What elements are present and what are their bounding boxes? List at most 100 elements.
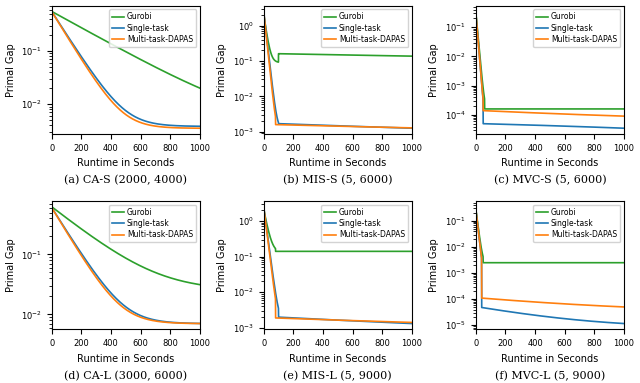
Single-task	[48, 205, 56, 210]
Gurobi	[260, 205, 268, 209]
Multi-task-DAPAS	[479, 296, 487, 301]
X-axis label: Runtime in Seconds: Runtime in Seconds	[501, 158, 598, 169]
Legend: Gurobi, Single-task, Multi-task-DAPAS: Gurobi, Single-task, Multi-task-DAPAS	[533, 205, 620, 242]
Gurobi	[540, 106, 548, 111]
Gurobi	[589, 260, 596, 265]
Gurobi	[191, 282, 199, 286]
Multi-task-DAPAS	[116, 107, 124, 112]
Single-task	[120, 107, 127, 111]
Text: (a) CA-S (2000, 4000): (a) CA-S (2000, 4000)	[64, 175, 188, 185]
Line: Single-task: Single-task	[476, 207, 624, 324]
Single-task	[616, 126, 623, 130]
Multi-task-DAPAS	[544, 301, 552, 305]
Multi-task-DAPAS	[328, 124, 335, 128]
Gurobi	[268, 52, 275, 56]
Single-task	[404, 126, 412, 130]
Single-task	[620, 321, 628, 326]
Gurobi	[616, 260, 623, 265]
Multi-task-DAPAS	[472, 9, 479, 14]
Single-task	[268, 74, 275, 79]
Gurobi	[48, 9, 56, 14]
Line: Single-task: Single-task	[264, 207, 412, 324]
Line: Single-task: Single-task	[264, 11, 412, 128]
Line: Single-task: Single-task	[476, 11, 624, 128]
Y-axis label: Primal Gap: Primal Gap	[429, 238, 439, 292]
Gurobi	[472, 9, 479, 14]
Gurobi	[191, 84, 199, 88]
Single-task	[404, 321, 412, 326]
Multi-task-DAPAS	[328, 318, 335, 322]
Multi-task-DAPAS	[192, 321, 200, 326]
Gurobi	[196, 282, 204, 287]
Gurobi	[164, 71, 172, 76]
X-axis label: Runtime in Seconds: Runtime in Seconds	[289, 158, 387, 169]
Gurobi	[404, 54, 412, 58]
Multi-task-DAPAS	[332, 124, 340, 128]
Multi-task-DAPAS	[48, 205, 56, 210]
Line: Gurobi: Gurobi	[264, 15, 412, 62]
Multi-task-DAPAS	[404, 320, 412, 325]
Single-task	[376, 320, 384, 324]
Legend: Gurobi, Single-task, Multi-task-DAPAS: Gurobi, Single-task, Multi-task-DAPAS	[533, 9, 620, 47]
Single-task	[544, 123, 552, 128]
Gurobi	[164, 275, 172, 280]
Single-task	[479, 121, 487, 126]
Gurobi	[268, 238, 275, 242]
Gurobi	[56, 210, 63, 215]
Gurobi	[616, 106, 623, 111]
Single-task	[191, 124, 199, 129]
Gurobi	[544, 260, 552, 265]
Multi-task-DAPAS	[589, 113, 596, 117]
Multi-task-DAPAS	[164, 125, 172, 130]
X-axis label: Runtime in Seconds: Runtime in Seconds	[501, 354, 598, 363]
Gurobi	[272, 249, 280, 254]
Gurobi	[479, 260, 487, 265]
Single-task	[404, 126, 412, 130]
Text: (d) CA-L (3000, 6000): (d) CA-L (3000, 6000)	[64, 370, 188, 381]
Single-task	[56, 217, 63, 222]
Gurobi	[332, 52, 340, 57]
Multi-task-DAPAS	[544, 111, 552, 116]
Multi-task-DAPAS	[332, 318, 340, 322]
Single-task	[328, 123, 335, 128]
Multi-task-DAPAS	[260, 205, 268, 209]
Single-task	[164, 123, 172, 128]
Multi-task-DAPAS	[191, 321, 199, 326]
Multi-task-DAPAS	[408, 320, 416, 325]
Line: Gurobi: Gurobi	[52, 11, 200, 88]
Multi-task-DAPAS	[616, 304, 623, 309]
Gurobi	[192, 282, 200, 286]
Line: Single-task: Single-task	[52, 208, 200, 324]
Single-task	[616, 321, 623, 326]
Multi-task-DAPAS	[540, 111, 548, 116]
Multi-task-DAPAS	[191, 126, 199, 131]
Single-task	[540, 123, 548, 128]
Multi-task-DAPAS	[404, 320, 412, 325]
X-axis label: Runtime in Seconds: Runtime in Seconds	[289, 354, 387, 363]
Text: (b) MIS-S (5, 6000): (b) MIS-S (5, 6000)	[283, 175, 392, 185]
Multi-task-DAPAS	[120, 306, 127, 310]
Line: Multi-task-DAPAS: Multi-task-DAPAS	[476, 207, 624, 307]
Gurobi	[120, 255, 127, 259]
Multi-task-DAPAS	[589, 303, 596, 308]
Single-task	[540, 314, 548, 319]
Single-task	[332, 318, 340, 322]
Multi-task-DAPAS	[620, 114, 628, 118]
Line: Gurobi: Gurobi	[52, 207, 200, 285]
Multi-task-DAPAS	[404, 126, 412, 130]
Multi-task-DAPAS	[376, 319, 384, 324]
Gurobi	[620, 106, 628, 111]
Multi-task-DAPAS	[56, 218, 63, 222]
Gurobi	[376, 249, 384, 254]
Multi-task-DAPAS	[196, 126, 204, 131]
Multi-task-DAPAS	[616, 114, 623, 118]
Multi-task-DAPAS	[620, 304, 628, 309]
X-axis label: Runtime in Seconds: Runtime in Seconds	[77, 354, 174, 363]
Gurobi	[120, 48, 127, 53]
Gurobi	[328, 52, 336, 57]
Legend: Gurobi, Single-task, Multi-task-DAPAS: Gurobi, Single-task, Multi-task-DAPAS	[321, 9, 408, 47]
Line: Gurobi: Gurobi	[264, 207, 412, 251]
Single-task	[404, 321, 412, 326]
Gurobi	[479, 87, 487, 92]
Gurobi	[408, 54, 416, 59]
